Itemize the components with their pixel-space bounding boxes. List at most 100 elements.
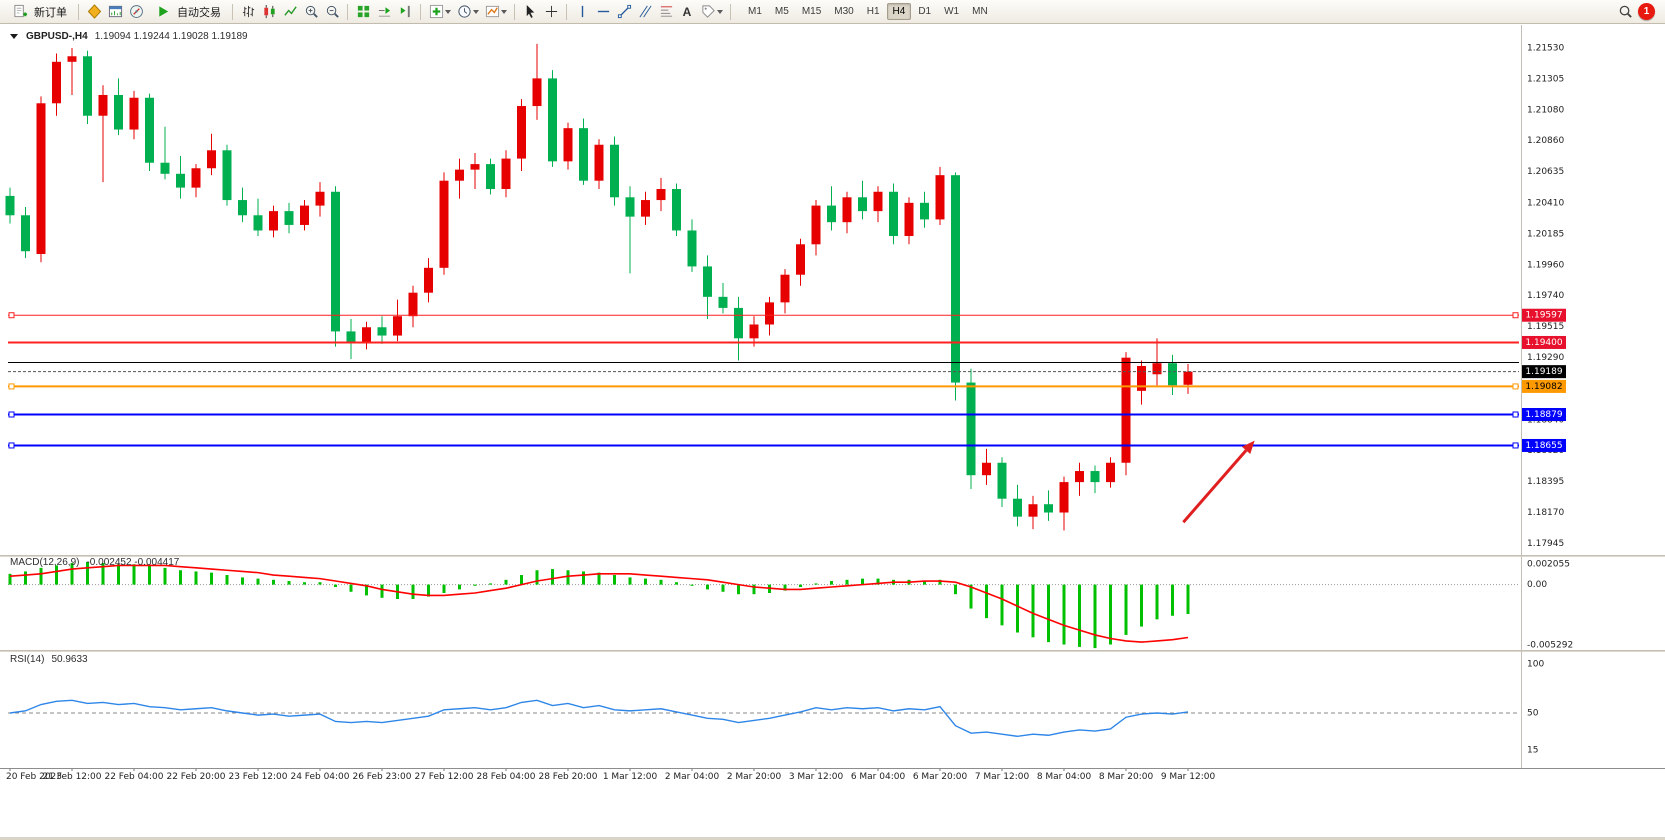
notification-badge[interactable]: 1 [1638, 3, 1655, 20]
timeframe-button-m5[interactable]: M5 [774, 6, 789, 17]
candle-body [1090, 471, 1100, 483]
templates-icon[interactable] [482, 2, 502, 22]
macd-header: MACD(12,26,9) -0.002452 -0.004417 [10, 557, 179, 568]
candle-body [594, 144, 604, 181]
bar-chart-mode-icon[interactable] [238, 2, 258, 22]
candle-body [563, 128, 573, 162]
charts-window-icon[interactable] [105, 2, 125, 22]
timeframe-button-d1[interactable]: D1 [918, 6, 932, 17]
horizontal-line-objects[interactable] [8, 312, 1519, 449]
price-tick-label: 1.19740 [1527, 291, 1564, 301]
price-tick-label: 1.18170 [1527, 508, 1564, 518]
candle-body [83, 56, 92, 116]
timeframe-button-m1[interactable]: M1 [748, 6, 762, 17]
price-tick-label: 1.20410 [1527, 198, 1564, 208]
candlestick-mode-icon[interactable] [259, 2, 279, 22]
line-handle[interactable] [1512, 383, 1519, 390]
line-handle[interactable] [8, 383, 15, 390]
label-tool-icon[interactable] [698, 2, 718, 22]
chart-shift-icon[interactable] [395, 2, 415, 22]
price-badge [1522, 407, 1566, 421]
timeframe-button-h1[interactable]: H1 [866, 6, 880, 17]
timeframe-button-m30[interactable]: M30 [834, 6, 854, 17]
vertical-line-tool-icon[interactable] [572, 2, 592, 22]
indicators-dropdown-icon[interactable] [445, 9, 451, 14]
line-handle[interactable] [8, 312, 15, 319]
indicators-icon[interactable] [426, 2, 446, 22]
line-handle[interactable] [1512, 411, 1519, 418]
price-badge-text: 1.18655 [1525, 441, 1562, 451]
new-order-button[interactable]: 新订单 [4, 2, 73, 22]
candle-body [191, 168, 201, 188]
rsi-label: RSI(14) [10, 654, 45, 665]
templates-dropdown-icon[interactable] [501, 9, 507, 14]
horizontal-line-tool-icon[interactable] [593, 2, 613, 22]
crosshair-icon[interactable] [541, 2, 561, 22]
timeframe-button-w1[interactable]: W1 [944, 6, 960, 17]
candle-body [1044, 504, 1053, 513]
price-axis-labels: 1.21530 1.21305 1.21080 1.20860 1.20635 1.204… [1527, 43, 1564, 549]
zoom-in-icon[interactable] [301, 2, 321, 22]
time-tick-label: 9 Mar 12:00 [1161, 772, 1216, 782]
tile-windows-icon[interactable] [353, 2, 373, 22]
line-handle[interactable] [8, 411, 15, 418]
cursor-icon[interactable] [520, 2, 540, 22]
candle-body [36, 103, 46, 254]
line-chart-mode-icon[interactable] [280, 2, 300, 22]
macd-rsi-divider[interactable] [0, 650, 1665, 652]
navigator-icon[interactable] [126, 2, 146, 22]
candle-body [920, 202, 929, 220]
candle-body [470, 164, 480, 170]
auto-trading-button[interactable]: 自动交易 [147, 2, 227, 22]
candle-body [951, 175, 960, 383]
candle-body [52, 61, 61, 104]
candle-body [625, 197, 635, 217]
line-handle[interactable] [8, 442, 15, 449]
text-tool-icon[interactable]: A [682, 4, 692, 19]
separator [730, 3, 731, 20]
trendline-tool-icon[interactable] [614, 2, 634, 22]
candle-body [811, 205, 821, 245]
price-badge [1522, 365, 1566, 379]
auto-scroll-icon[interactable] [374, 2, 394, 22]
zoom-out-icon[interactable] [322, 2, 342, 22]
search-icon[interactable] [1615, 2, 1635, 22]
periods-clock-icon[interactable] [454, 2, 474, 22]
price-tick-label: 1.21305 [1527, 75, 1564, 85]
market-watch-icon[interactable] [84, 2, 104, 22]
candle-body [1106, 462, 1115, 483]
fibonacci-tool-icon[interactable] [656, 2, 676, 22]
candle-body [1075, 471, 1084, 483]
candle-body [331, 191, 340, 332]
shapes-dropdown-icon[interactable] [717, 9, 723, 14]
price-tick-label: 1.19960 [1527, 261, 1564, 271]
main-macd-divider[interactable] [0, 555, 1665, 557]
timeframe-button-mn[interactable]: MN [972, 6, 988, 17]
timeframe-button-m15[interactable]: M15 [801, 6, 822, 17]
price-tick-label: 1.19290 [1527, 353, 1564, 363]
separator [78, 3, 79, 20]
candle-body [656, 188, 666, 201]
timeframe-button-h4[interactable]: H4 [886, 3, 912, 20]
candle-body [749, 324, 759, 339]
candlestick-series [5, 43, 1193, 531]
price-badge-text: 1.19082 [1525, 382, 1562, 392]
candle-body [765, 302, 774, 325]
line-handle[interactable] [1512, 442, 1519, 449]
candle-body [842, 197, 852, 223]
time-tick-label: 2 Mar 20:00 [727, 772, 782, 782]
channel-tool-icon[interactable] [635, 2, 655, 22]
price-badge-text: 1.19400 [1525, 338, 1562, 348]
chart-window[interactable]: GBPUSD-,H4 1.19094 1.19244 1.19028 1.191… [0, 25, 1665, 840]
trend-arrow[interactable] [1182, 440, 1255, 524]
price-badge-text: 1.19597 [1525, 311, 1562, 321]
time-tick-label: 21 Feb 12:00 [42, 772, 101, 782]
candle-body [687, 230, 697, 267]
periods-dropdown-icon[interactable] [473, 9, 479, 14]
collapse-triangle-icon[interactable] [10, 34, 18, 39]
price-tick-label: 1.17945 [1527, 539, 1564, 549]
line-handle[interactable] [1512, 312, 1519, 319]
price-badge [1522, 335, 1566, 349]
